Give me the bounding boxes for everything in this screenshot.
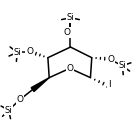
Text: O: O <box>66 64 73 73</box>
Text: O: O <box>16 95 23 104</box>
Text: I: I <box>108 80 111 90</box>
Text: O: O <box>26 47 33 56</box>
Text: O: O <box>64 28 71 37</box>
Text: Si: Si <box>119 61 126 70</box>
Polygon shape <box>31 78 49 92</box>
Text: O: O <box>108 55 115 64</box>
Text: Si: Si <box>13 48 21 57</box>
Text: Si: Si <box>67 13 74 22</box>
Text: Si: Si <box>5 106 13 115</box>
